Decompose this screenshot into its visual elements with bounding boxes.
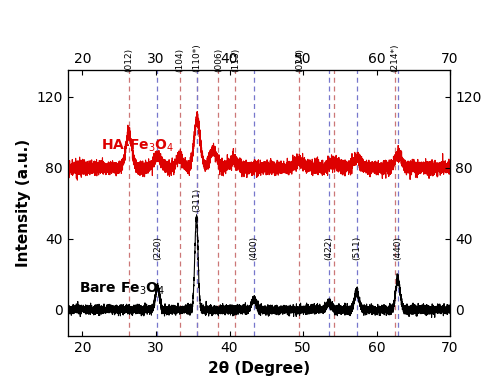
Text: (110*): (110*) [193,43,202,72]
Y-axis label: Intensity (a.u.): Intensity (a.u.) [16,139,31,267]
Text: (220): (220) [153,236,162,260]
Text: (214*): (214*) [391,44,399,72]
X-axis label: 2θ (Degree): 2θ (Degree) [208,361,310,376]
Text: HA-Fe$_3$O$_4$: HA-Fe$_3$O$_4$ [101,137,174,154]
Text: (311): (311) [193,188,202,212]
Text: (104): (104) [175,48,184,72]
Text: (113): (113) [231,48,240,72]
Text: (422): (422) [324,236,333,260]
Text: (511): (511) [352,236,361,260]
Text: (024): (024) [295,48,304,72]
Text: (012): (012) [124,48,133,72]
Text: Bare Fe$_3$O$_4$: Bare Fe$_3$O$_4$ [79,281,165,297]
Text: (400): (400) [249,236,258,260]
Text: (006): (006) [214,48,223,72]
Text: (440): (440) [393,236,402,260]
